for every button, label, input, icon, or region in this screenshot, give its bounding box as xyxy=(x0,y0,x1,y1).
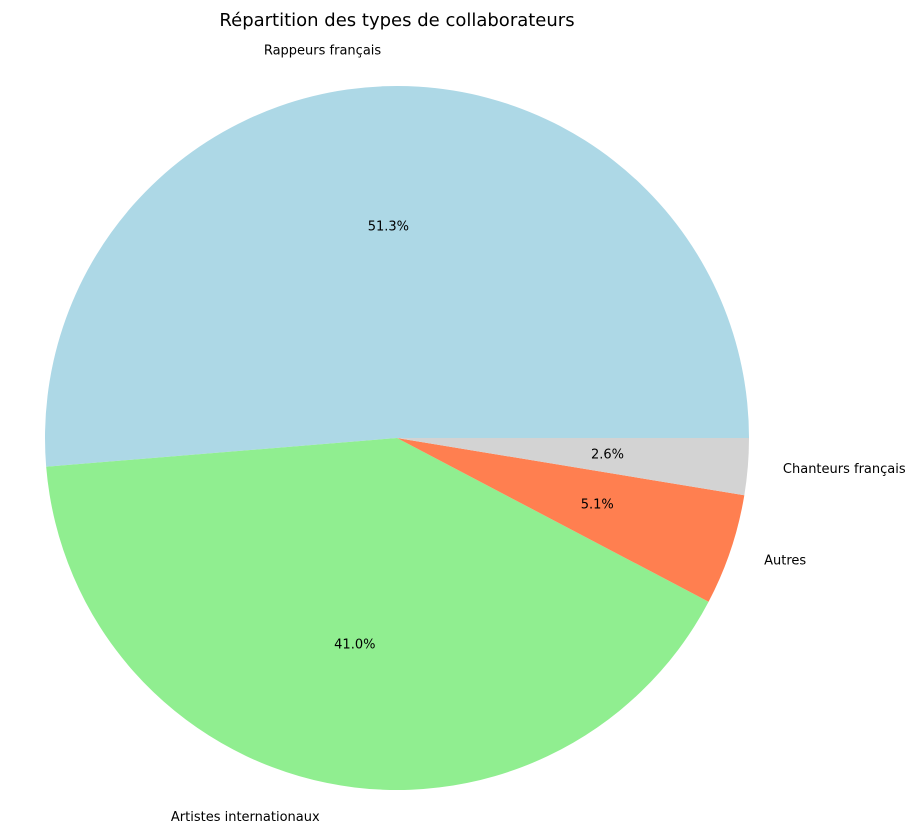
pie-pct-label-rappeurs-francais: 51.3% xyxy=(368,219,409,234)
pie-category-label-autres: Autres xyxy=(764,554,806,569)
pie-category-label-rappeurs-francais: Rappeurs français xyxy=(264,44,382,59)
pie-pct-label-autres: 5.1% xyxy=(581,498,614,513)
pie-slices xyxy=(44,86,750,790)
chart-title: Répartition des types de collaborateurs xyxy=(219,10,574,31)
pie-slice-rappeurs-francais xyxy=(44,86,750,467)
pie-pct-label-artistes-internationaux: 41.0% xyxy=(334,637,375,652)
pie-category-label-chanteurs-francais: Chanteurs français xyxy=(783,462,906,477)
pie-pct-label-chanteurs-francais: 2.6% xyxy=(591,448,624,463)
pie-labels: 51.3% Rappeurs français 41.0% Artistes inte… xyxy=(171,44,906,825)
pie-slice-autres xyxy=(397,438,745,602)
pie-slice-chanteurs-francais xyxy=(397,438,749,496)
pie-category-label-artistes-internationaux: Artistes internationaux xyxy=(171,810,320,825)
pie-slice-artistes-internationaux xyxy=(46,438,709,790)
